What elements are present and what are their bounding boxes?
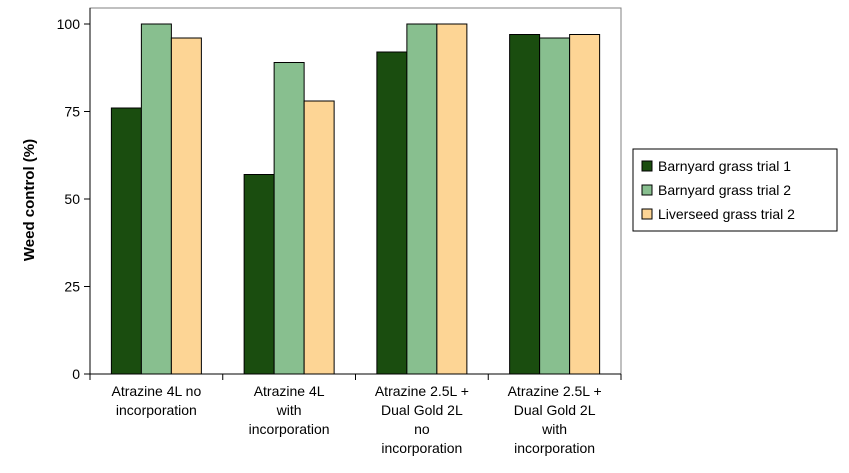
bar xyxy=(539,37,571,375)
bar xyxy=(406,23,438,375)
bar xyxy=(303,100,335,375)
bar xyxy=(436,23,468,375)
legend-box xyxy=(632,148,838,232)
x-category-label: Atrazine 2.5L + Dual Gold 2L with incorpora… xyxy=(508,383,602,456)
y-tick-label: 75 xyxy=(64,104,80,120)
legend: Barnyard grass trial 1 Barnyard grass tri… xyxy=(632,148,838,232)
bar xyxy=(376,51,408,375)
x-category-label: Atrazine 4L no incorporation xyxy=(111,383,201,418)
bar xyxy=(569,34,601,375)
x-axis: Atrazine 4L no incorporation Atrazine 4L wi… xyxy=(89,373,622,456)
bar xyxy=(273,62,305,375)
y-tick-label: 0 xyxy=(72,366,80,382)
legend-swatch xyxy=(641,184,653,196)
bar xyxy=(170,37,202,375)
x-category-label: Atrazine 4L with incorporation xyxy=(249,383,330,437)
y-tick-label: 50 xyxy=(64,191,80,207)
bars xyxy=(110,23,601,375)
bar xyxy=(509,34,541,375)
y-tick-label: 100 xyxy=(57,16,81,32)
y-axis-title: Weed control (%) xyxy=(21,139,38,261)
legend-label: Barnyard grass trial 2 xyxy=(658,182,791,198)
bar xyxy=(110,107,142,375)
legend-swatch xyxy=(641,160,653,172)
y-axis: 0 25 50 75 100 xyxy=(57,8,91,382)
bar xyxy=(140,23,172,375)
y-tick-label: 25 xyxy=(64,279,80,295)
bar xyxy=(243,174,275,375)
legend-swatch xyxy=(641,208,653,220)
legend-label: Barnyard grass trial 1 xyxy=(658,158,791,174)
x-category-label: Atrazine 2.5L + Dual Gold 2L no incorporati… xyxy=(375,383,469,456)
legend-label: Liverseed grass trial 2 xyxy=(658,206,795,222)
